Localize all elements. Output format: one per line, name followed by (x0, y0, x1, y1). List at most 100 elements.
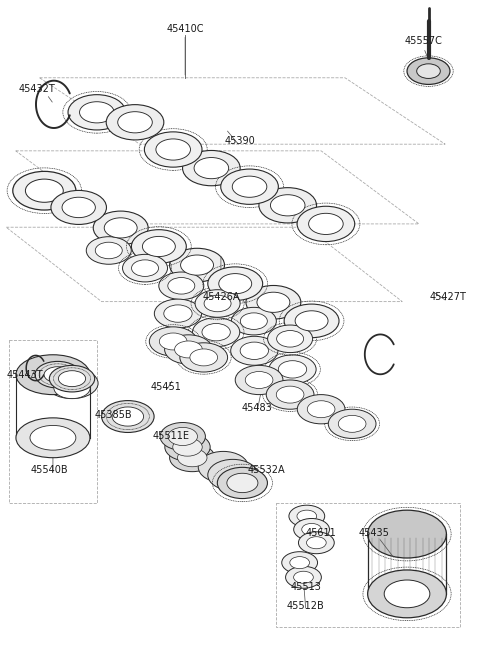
Ellipse shape (231, 336, 278, 366)
Ellipse shape (35, 362, 80, 388)
Text: 45410C: 45410C (167, 24, 204, 34)
Ellipse shape (168, 277, 195, 294)
Ellipse shape (178, 449, 207, 467)
Ellipse shape (289, 505, 324, 527)
Ellipse shape (219, 273, 252, 293)
Text: 45511E: 45511E (152, 432, 189, 442)
Ellipse shape (302, 524, 322, 536)
Ellipse shape (282, 552, 318, 574)
Ellipse shape (122, 254, 168, 282)
Ellipse shape (164, 305, 192, 322)
Ellipse shape (202, 323, 230, 341)
Ellipse shape (284, 304, 339, 338)
Text: 45427T: 45427T (429, 292, 466, 302)
Text: 45513: 45513 (290, 582, 321, 592)
Ellipse shape (132, 260, 158, 276)
Ellipse shape (102, 401, 154, 432)
Ellipse shape (407, 58, 450, 85)
Ellipse shape (155, 299, 202, 328)
Text: 45557C: 45557C (405, 36, 443, 46)
Ellipse shape (221, 169, 278, 204)
Ellipse shape (297, 510, 317, 522)
Ellipse shape (307, 401, 335, 418)
Ellipse shape (368, 510, 446, 558)
Ellipse shape (217, 468, 267, 498)
Ellipse shape (245, 372, 273, 388)
Ellipse shape (309, 213, 343, 235)
Ellipse shape (180, 255, 214, 275)
Ellipse shape (232, 176, 267, 197)
Ellipse shape (257, 292, 290, 312)
Ellipse shape (307, 537, 326, 549)
Ellipse shape (276, 386, 304, 403)
Ellipse shape (268, 325, 312, 353)
Ellipse shape (192, 317, 240, 347)
Ellipse shape (294, 571, 313, 584)
Ellipse shape (54, 378, 90, 399)
Text: 45426A: 45426A (202, 292, 240, 302)
Ellipse shape (231, 307, 276, 335)
Ellipse shape (227, 474, 258, 493)
Ellipse shape (208, 460, 258, 491)
Ellipse shape (278, 361, 307, 378)
Ellipse shape (106, 105, 164, 140)
Ellipse shape (240, 313, 267, 329)
Text: 45540B: 45540B (30, 465, 68, 475)
Ellipse shape (169, 444, 215, 472)
Ellipse shape (384, 580, 430, 608)
Ellipse shape (259, 187, 316, 223)
Ellipse shape (13, 171, 76, 210)
Ellipse shape (198, 452, 248, 483)
Text: 45432T: 45432T (19, 84, 56, 94)
Ellipse shape (132, 229, 186, 263)
Text: 45390: 45390 (225, 136, 255, 146)
Ellipse shape (368, 570, 446, 618)
Text: 45483: 45483 (241, 403, 272, 413)
Ellipse shape (62, 197, 96, 217)
Ellipse shape (297, 395, 345, 424)
Ellipse shape (270, 195, 305, 216)
Text: 45512B: 45512B (287, 601, 325, 611)
Ellipse shape (112, 407, 144, 426)
Ellipse shape (338, 416, 366, 432)
Ellipse shape (246, 285, 301, 319)
Ellipse shape (159, 272, 204, 299)
Ellipse shape (59, 371, 85, 387)
Ellipse shape (235, 366, 283, 395)
Ellipse shape (30, 426, 76, 450)
Ellipse shape (16, 355, 90, 395)
Ellipse shape (169, 248, 225, 282)
Ellipse shape (104, 218, 137, 238)
Ellipse shape (194, 157, 228, 179)
Ellipse shape (93, 211, 148, 245)
Ellipse shape (266, 380, 314, 410)
Text: 45435: 45435 (358, 528, 389, 538)
Ellipse shape (156, 139, 191, 160)
Ellipse shape (204, 295, 231, 311)
Ellipse shape (180, 343, 228, 372)
Ellipse shape (46, 368, 98, 399)
Ellipse shape (144, 132, 202, 167)
Ellipse shape (290, 557, 310, 569)
Ellipse shape (25, 179, 63, 202)
Ellipse shape (44, 367, 72, 383)
Ellipse shape (295, 311, 328, 331)
Ellipse shape (328, 410, 376, 438)
Ellipse shape (240, 342, 268, 360)
Ellipse shape (51, 190, 107, 224)
Text: 45532A: 45532A (247, 465, 285, 475)
Ellipse shape (294, 518, 329, 540)
Ellipse shape (175, 341, 202, 358)
Ellipse shape (143, 236, 175, 257)
Ellipse shape (95, 242, 122, 259)
Ellipse shape (182, 151, 240, 185)
Ellipse shape (208, 267, 263, 301)
Ellipse shape (286, 566, 322, 588)
Ellipse shape (299, 532, 334, 554)
Text: 45451: 45451 (151, 382, 181, 392)
Ellipse shape (173, 438, 202, 456)
Ellipse shape (49, 366, 95, 392)
Ellipse shape (160, 422, 205, 450)
Ellipse shape (165, 433, 210, 461)
Ellipse shape (168, 428, 197, 446)
